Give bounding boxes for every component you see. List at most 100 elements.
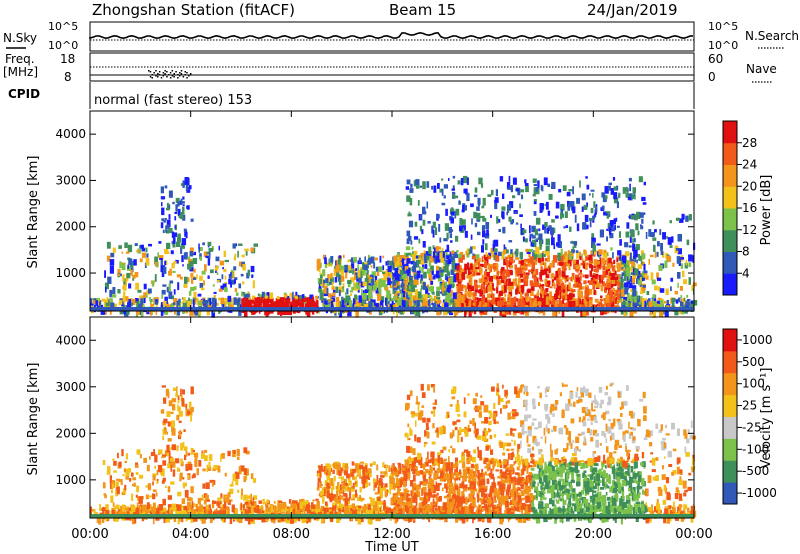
echo-cell	[117, 289, 121, 294]
echo-cell	[152, 510, 156, 517]
echo-cell	[328, 509, 333, 512]
echo-cell	[177, 491, 182, 497]
echo-cell	[596, 303, 601, 307]
echo-cell	[564, 275, 569, 282]
echo-cell	[537, 247, 540, 254]
echo-cell	[674, 309, 679, 316]
echo-cell	[604, 186, 609, 194]
echo-cell	[317, 278, 320, 283]
echo-cell	[266, 499, 269, 504]
echo-cell	[628, 193, 633, 201]
echo-cell	[541, 186, 544, 192]
echo-cell	[442, 251, 445, 257]
echo-cell	[432, 221, 436, 229]
echo-cell	[679, 309, 682, 315]
echo-cell	[236, 299, 241, 305]
echo-cell	[401, 273, 404, 279]
echo-cell	[505, 256, 508, 263]
echo-cell	[243, 476, 247, 483]
echo-cell	[629, 252, 632, 261]
echo-cell	[629, 235, 632, 243]
echo-cell	[259, 299, 262, 305]
echo-cell	[563, 226, 566, 229]
echo-cell	[190, 273, 194, 278]
echo-cell	[188, 297, 190, 303]
echo-cell	[515, 267, 520, 275]
echo-cell	[179, 276, 183, 280]
echo-cell	[691, 284, 695, 291]
echo-cell	[660, 250, 664, 256]
echo-cell	[675, 217, 680, 221]
echo-cell	[354, 299, 358, 304]
echo-cell	[128, 258, 133, 266]
echo-cell	[242, 292, 246, 295]
echo-cell	[347, 259, 351, 263]
echo-cell	[590, 189, 595, 192]
echo-cell	[443, 261, 446, 265]
echo-cell	[535, 239, 538, 242]
echo-cell	[512, 195, 516, 199]
echo-cell	[221, 274, 224, 280]
echo-cell	[172, 302, 176, 305]
echo-cell	[564, 259, 569, 265]
freq-dip-point	[164, 70, 166, 72]
echo-cell	[617, 250, 622, 256]
echo-cell	[482, 239, 485, 245]
echo-cell	[606, 213, 610, 219]
echo-cell	[515, 257, 519, 260]
echo-cell	[428, 299, 431, 307]
echo-cell	[180, 198, 183, 205]
echo-cell	[416, 273, 421, 279]
echo-cell	[455, 235, 459, 242]
colorbar-segment	[723, 186, 737, 209]
echo-cell	[182, 302, 188, 311]
echo-cell	[360, 268, 364, 272]
echo-cell	[406, 290, 411, 295]
echo-cell	[432, 251, 435, 258]
echo-cell	[161, 508, 166, 513]
freq-dip-point	[169, 77, 172, 79]
echo-cell	[514, 211, 519, 214]
echo-cell	[422, 219, 426, 226]
echo-cell	[413, 236, 419, 240]
freq-dip-point	[160, 77, 163, 79]
echo-cell	[517, 187, 521, 196]
echo-cell	[559, 300, 564, 308]
echo-cell	[113, 506, 116, 513]
echo-cell	[585, 255, 588, 261]
echo-cell	[515, 289, 518, 295]
echo-cell	[375, 266, 381, 272]
echo-cell	[466, 302, 471, 308]
echo-cell	[140, 298, 144, 305]
echo-cell	[317, 258, 321, 262]
freq-dip-point	[178, 75, 181, 77]
echo-cell	[368, 291, 370, 299]
echo-cell	[153, 297, 156, 300]
echo-cell	[496, 276, 499, 279]
echo-cell	[654, 229, 657, 233]
echo-cell	[396, 290, 400, 294]
echo-cell	[99, 300, 102, 305]
freq-dip-point	[180, 70, 183, 72]
echo-cell	[194, 456, 198, 461]
echo-cell	[293, 500, 298, 505]
echo-cell	[601, 192, 606, 198]
echo-cell	[537, 182, 540, 189]
echo-cell	[419, 279, 422, 284]
echo-cell	[238, 466, 242, 474]
echo-cell	[331, 298, 336, 302]
echo-cell	[509, 285, 514, 290]
echo-cell	[198, 300, 202, 306]
echo-cell	[411, 246, 414, 250]
echo-cell	[625, 192, 629, 198]
echo-cell	[648, 301, 653, 310]
echo-cell	[345, 272, 348, 279]
echo-cell	[463, 302, 467, 309]
echo-cell	[470, 301, 475, 310]
echo-cell	[203, 499, 207, 505]
echo-cell	[355, 268, 358, 272]
echo-cell	[385, 286, 389, 292]
echo-cell	[338, 255, 342, 259]
echo-cell	[238, 515, 243, 524]
echo-cell	[431, 301, 433, 306]
